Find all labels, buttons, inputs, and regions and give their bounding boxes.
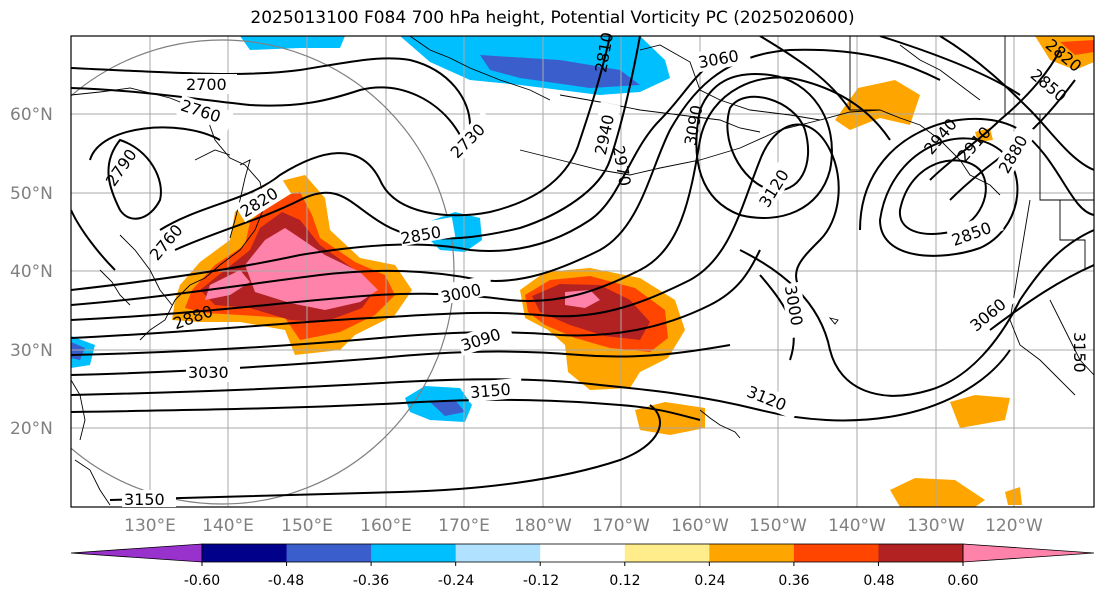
lon-label: 160°W [671, 516, 729, 536]
contour-label: 3060 [697, 46, 740, 72]
colorbar-frame [201, 543, 964, 563]
lon-label: 120°W [985, 516, 1043, 536]
lat-label-30n: 30°N [10, 341, 53, 361]
colorbar-segment [455, 544, 541, 562]
map-title: 2025013100 F084 700 hPa height, Potentia… [250, 8, 855, 28]
contour-label: 3090 [458, 325, 503, 356]
colorbar-segment [371, 544, 457, 562]
lon-label: 140°W [828, 516, 886, 536]
contour-label: 2880 [995, 132, 1032, 177]
lon-label: 140°E [202, 516, 254, 536]
contour-label: 2760 [146, 221, 187, 264]
colorbar-tick: 0.60 [947, 573, 978, 589]
colorbar-extension-high [962, 543, 1095, 563]
colorbar-tick: 0.36 [778, 573, 809, 589]
contour-label: 3030 [188, 363, 229, 382]
lon-label: 170°E [438, 516, 490, 536]
colorbar-tick: 0.24 [694, 573, 725, 589]
contour-label: 3150 [469, 380, 511, 402]
lon-label: 150°E [281, 516, 333, 536]
range-ring [71, 39, 455, 505]
colorbar-segment [624, 544, 710, 562]
longitude-labels: 130°E 140°E 150°E 160°E 170°E 180°W 170°… [124, 516, 1043, 536]
colorbar-segment [793, 544, 879, 562]
contour-label: 3150 [124, 490, 165, 509]
contour-label: 2700 [186, 75, 227, 94]
lon-label: 170°W [592, 516, 650, 536]
pv-negative-region-north [240, 36, 345, 50]
lat-label-60n: 60°N [10, 105, 53, 125]
lon-label: 130°E [124, 516, 176, 536]
colorbar-tick: -0.36 [353, 573, 389, 589]
colorbar-tick: 0.12 [609, 573, 640, 589]
lat-label-50n: 50°N [10, 184, 53, 204]
colorbar-tick: -0.12 [523, 573, 559, 589]
lon-label: 150°W [749, 516, 807, 536]
contour-label: 2970 [609, 144, 635, 187]
colorbar-tick: 0.48 [863, 573, 894, 589]
contour-label: 2850 [1027, 65, 1070, 106]
colorbar-segment [709, 544, 795, 562]
graticule [71, 36, 1094, 507]
contour-label: 3090 [681, 104, 707, 147]
colorbar-tick: -0.24 [438, 573, 474, 589]
colorbar-tick: -0.60 [184, 573, 220, 589]
colorbar-segment [540, 544, 626, 562]
colorbar-ticks: -0.60 -0.48 -0.36 -0.24 -0.12 0.12 0.24 … [184, 573, 979, 589]
lat-label-40n: 40°N [10, 262, 53, 282]
map-frame [70, 35, 1095, 508]
colorbar [70, 543, 1095, 566]
contour-label: 3150 [1070, 332, 1089, 373]
colorbar-extension-low [70, 543, 203, 563]
contour-label: 3000 [781, 284, 807, 327]
colorbar-tick: -0.48 [268, 573, 304, 589]
colorbar-segment [286, 544, 372, 562]
colorbar-segment [202, 544, 288, 562]
contour-label: 3120 [744, 382, 789, 415]
lon-label: 180°W [514, 516, 572, 536]
colorbar-segment [878, 544, 964, 562]
lon-label: 130°W [907, 516, 965, 536]
lat-label-20n: 20°N [10, 419, 53, 439]
latitude-labels: 60°N 50°N 40°N 30°N 20°N [10, 105, 53, 439]
lon-label: 160°E [360, 516, 412, 536]
